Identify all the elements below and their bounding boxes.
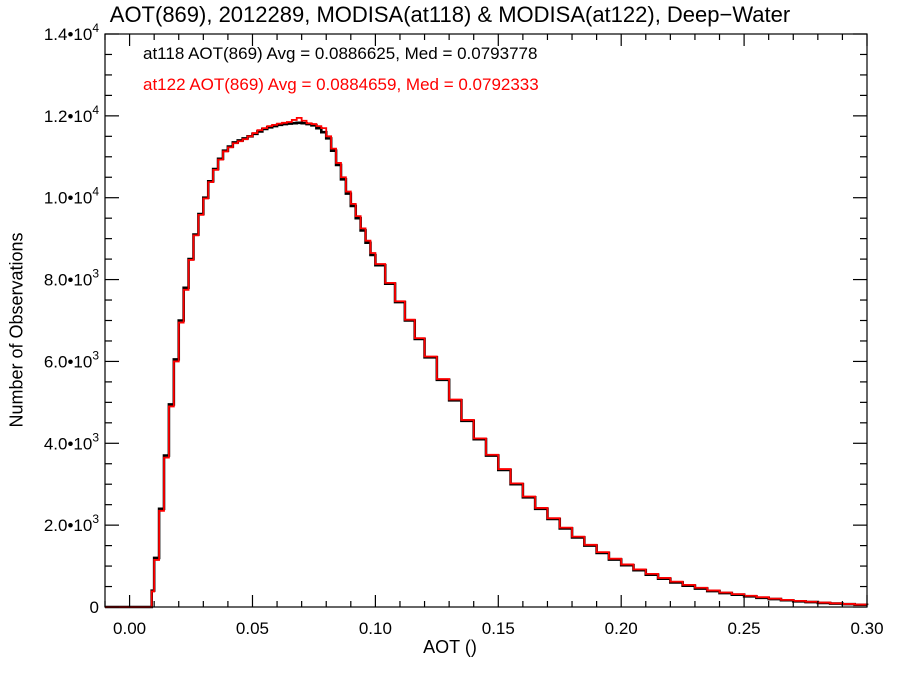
y-tick-label: 8.0•103 — [44, 267, 100, 290]
x-tick-label: 0.20 — [605, 619, 638, 638]
plot-frame — [104, 33, 868, 608]
x-tick-label: 0.05 — [236, 619, 269, 638]
series-layer — [105, 117, 869, 609]
annotation-at118: at118 AOT(869) Avg = 0.0886625, Med = 0.… — [143, 44, 538, 63]
y-tick-label: 6.0•103 — [44, 348, 100, 371]
x-axis-label: AOT () — [423, 637, 477, 657]
ticks-layer: 0.00 0.05 0.10 0.15 0.20 0.25 0.30 0 2.0•103 4.0•… — [44, 21, 884, 638]
series-line-at118 — [105, 121, 869, 609]
x-tick-label: 0.15 — [482, 619, 515, 638]
x-tick-label: 0.00 — [113, 619, 146, 638]
x-tick-label: 0.30 — [850, 619, 883, 638]
y-tick-label: 1.4•104 — [44, 21, 100, 44]
x-tick-label: 0.25 — [728, 619, 761, 638]
annotation-at122: at122 AOT(869) Avg = 0.0884659, Med = 0.… — [143, 75, 539, 94]
y-tick-label: 0 — [90, 598, 99, 617]
y-axis-label: Number of Observations — [6, 232, 27, 428]
y-tick-label: 1.2•104 — [44, 103, 100, 126]
y-tick-label: 2.0•103 — [44, 512, 100, 535]
series-line-at122 — [105, 117, 868, 608]
x-tick-label: 0.10 — [359, 619, 392, 638]
chart-title: AOT(869), 2012289, MODISA(at118) & MODIS… — [109, 2, 791, 27]
y-tick-label: 4.0•103 — [44, 430, 100, 453]
y-tick-label: 1.0•104 — [44, 185, 100, 208]
